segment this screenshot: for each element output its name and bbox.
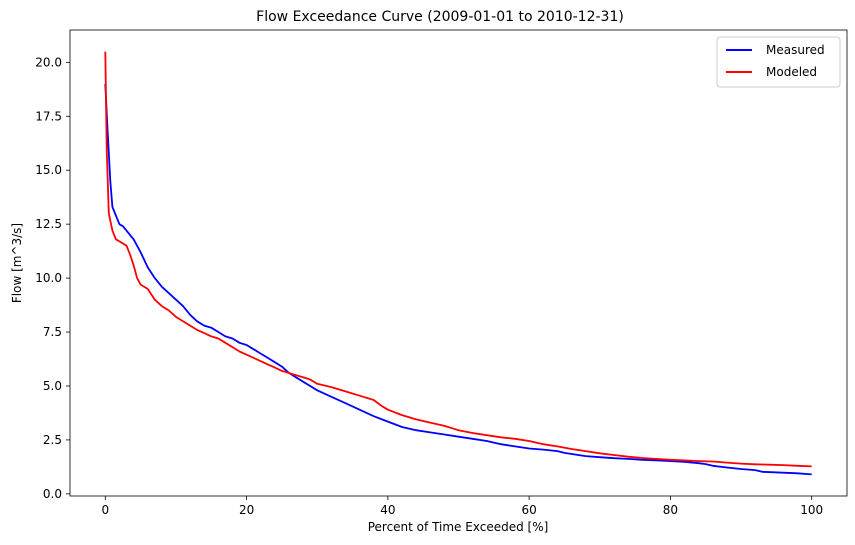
- y-tick-label: 10.0: [35, 271, 62, 285]
- y-tick-label: 12.5: [35, 217, 62, 231]
- x-tick-label: 100: [800, 503, 823, 517]
- series-line-measured: [104, 83, 812, 476]
- x-tick-label: 0: [101, 503, 109, 517]
- x-axis: 0 20 40 60 80 100: [101, 496, 823, 517]
- x-tick-label: 80: [663, 503, 678, 517]
- y-tick-label: 0.0: [43, 487, 62, 501]
- legend: Measured Modeled: [716, 36, 841, 88]
- legend-label-measured: Measured: [766, 43, 825, 57]
- legend-label-modeled: Modeled: [766, 65, 817, 79]
- x-tick-label: 20: [239, 503, 254, 517]
- plot-frame: [69, 29, 848, 497]
- y-tick-label: 5.0: [43, 379, 62, 393]
- series-lines: [104, 51, 812, 476]
- y-tick-label: 7.5: [43, 325, 62, 339]
- y-tick-label: 15.0: [35, 163, 62, 177]
- chart-title: Flow Exceedance Curve (2009-01-01 to 201…: [256, 9, 624, 25]
- y-tick-label: 2.5: [43, 433, 62, 447]
- x-tick-label: 40: [380, 503, 395, 517]
- y-axis-label: Flow [m^3/s]: [10, 223, 24, 303]
- y-tick-label: 20.0: [35, 55, 62, 69]
- series-line-modeled: [104, 51, 812, 468]
- y-tick-label: 17.5: [35, 109, 62, 123]
- x-axis-label: Percent of Time Exceeded [%]: [368, 520, 549, 534]
- y-axis: 0.0 2.5 5.0 7.5 10.0 12.5 15.0 17.5 20.0: [35, 55, 70, 501]
- x-tick-label: 60: [521, 503, 536, 517]
